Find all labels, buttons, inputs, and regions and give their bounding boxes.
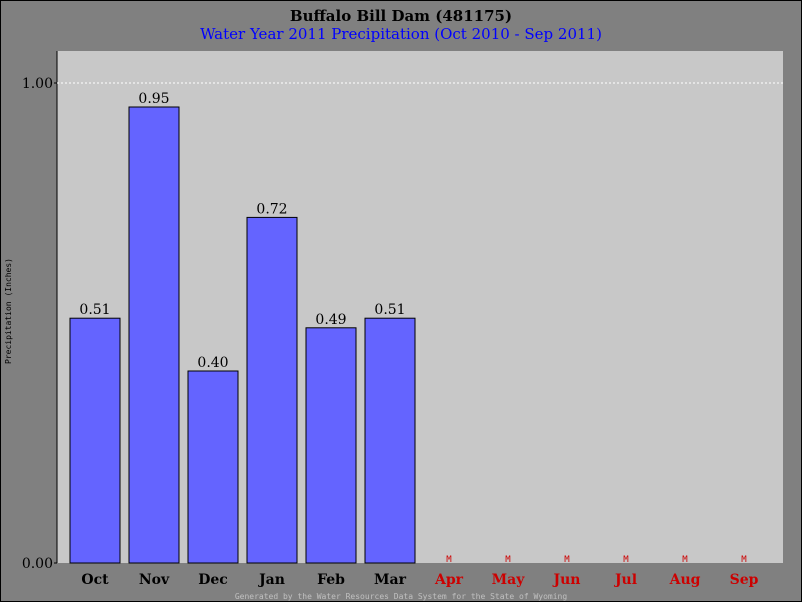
chart-subtitle: Water Year 2011 Precipitation (Oct 2010 … xyxy=(200,25,602,43)
value-label-oct: 0.51 xyxy=(79,302,110,318)
missing-marker-aug: M xyxy=(682,555,688,565)
x-tick-label-jan: Jan xyxy=(257,572,285,588)
x-tick-label-may: May xyxy=(492,572,526,588)
bar-dec xyxy=(187,370,239,564)
bar-oct xyxy=(69,317,121,564)
bar-feb xyxy=(305,327,357,564)
x-tick-label-aug: Aug xyxy=(669,572,701,588)
x-tick-label-jun: Jun xyxy=(552,572,581,588)
bar-mar xyxy=(364,317,416,564)
bar-jan xyxy=(246,216,298,564)
x-tick-label-dec: Dec xyxy=(198,572,228,588)
x-tick-label-sep: Sep xyxy=(730,572,759,588)
bar-nov xyxy=(128,106,180,564)
x-tick-label-feb: Feb xyxy=(317,572,345,588)
x-tick-label-jul: Jul xyxy=(613,572,637,588)
y-axis-label: Precipitation (Inches) xyxy=(4,258,13,364)
value-label-feb: 0.49 xyxy=(315,312,346,328)
y-tick-label: 1.00 xyxy=(22,76,53,92)
x-tick-label-nov: Nov xyxy=(139,572,170,588)
value-label-dec: 0.40 xyxy=(197,355,228,371)
missing-marker-sep: M xyxy=(741,555,747,565)
missing-marker-apr: M xyxy=(446,555,452,565)
x-tick-label-apr: Apr xyxy=(434,572,464,588)
missing-marker-may: M xyxy=(505,555,511,565)
value-label-mar: 0.51 xyxy=(374,302,405,318)
chart-title: Buffalo Bill Dam (481175) xyxy=(290,7,512,25)
value-label-nov: 0.95 xyxy=(138,91,169,107)
missing-marker-jun: M xyxy=(564,555,570,565)
x-tick-label-oct: Oct xyxy=(81,572,109,588)
y-tick-label: 0.00 xyxy=(22,556,53,572)
footer-credit: Generated by the Water Resources Data Sy… xyxy=(235,592,568,601)
x-tick-label-mar: Mar xyxy=(374,572,407,588)
chart-marks: 0.00 1.00 0.51 Oct 0.95 Nov 0.40 Dec 0.72 Jan 0.49… xyxy=(22,76,783,588)
missing-marker-jul: M xyxy=(623,555,629,565)
value-label-jan: 0.72 xyxy=(256,201,287,217)
